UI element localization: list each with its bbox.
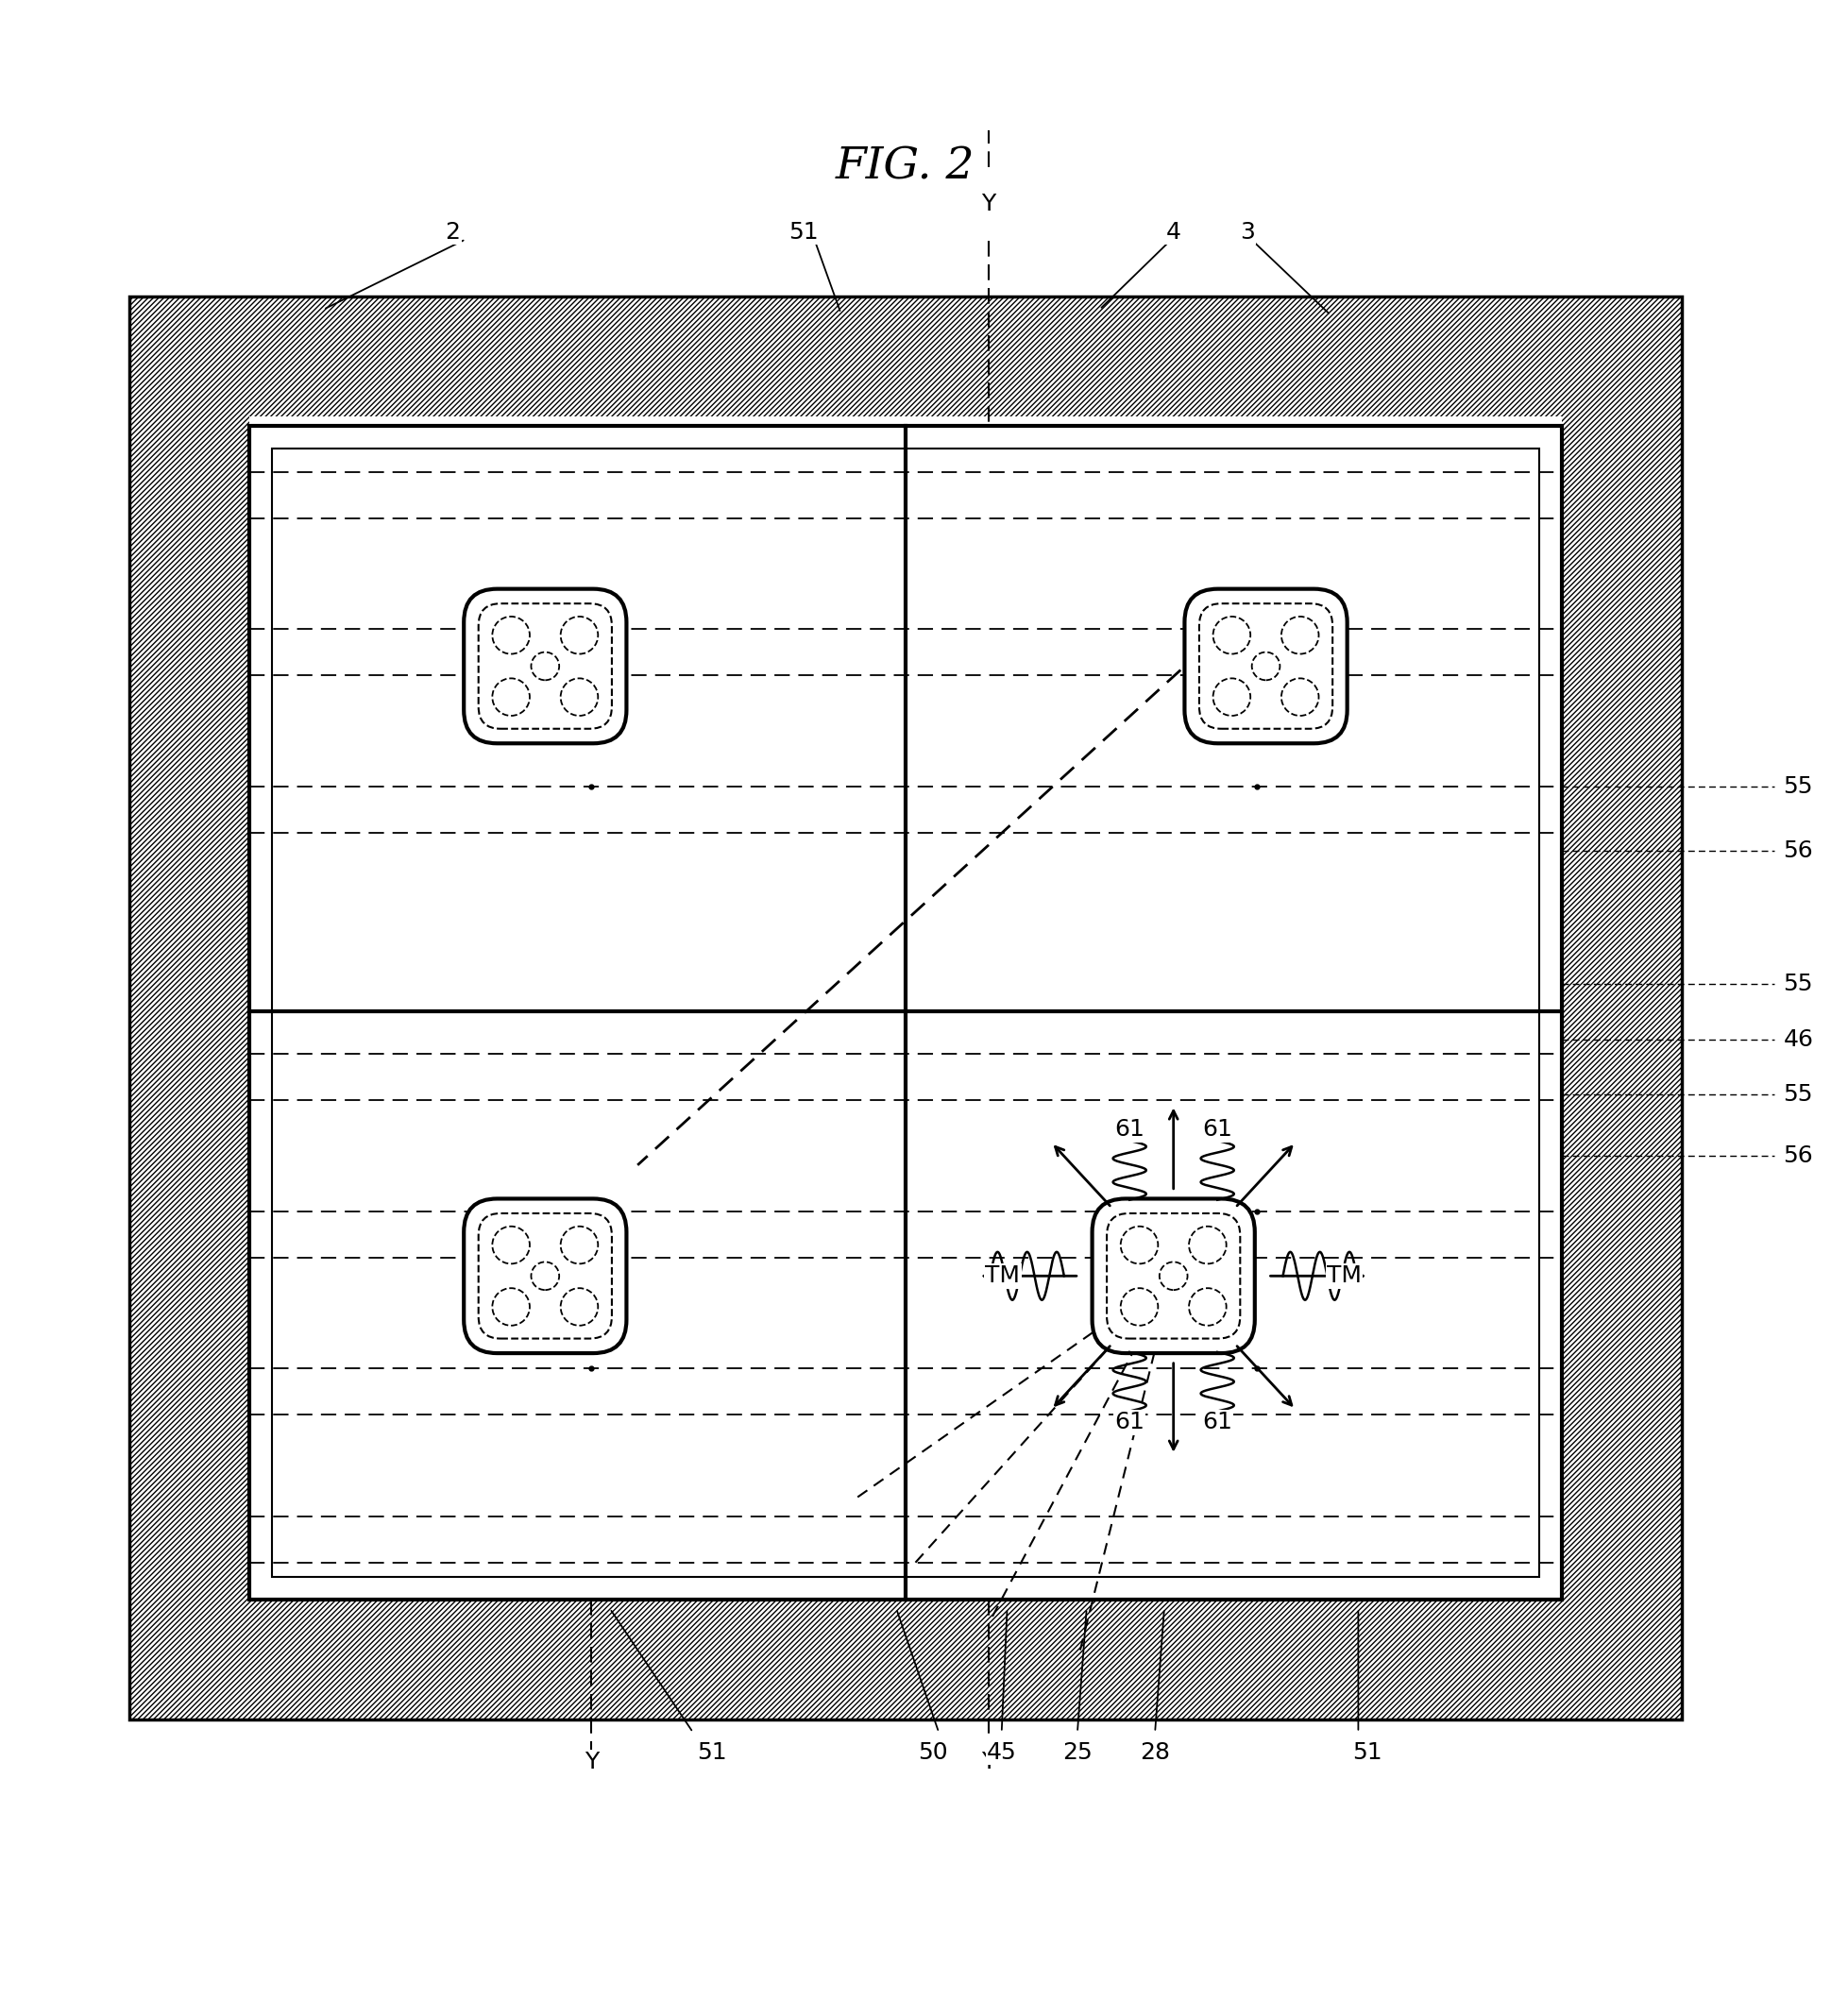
Text: Y: Y xyxy=(981,194,996,216)
Text: 3: 3 xyxy=(1240,220,1255,244)
Bar xyxy=(249,417,1562,1599)
Text: 51: 51 xyxy=(697,1742,726,1764)
Text: 61: 61 xyxy=(1114,1119,1144,1141)
Text: 46: 46 xyxy=(1783,1028,1813,1050)
FancyBboxPatch shape xyxy=(1092,1200,1255,1353)
Text: 56: 56 xyxy=(1783,839,1813,863)
Text: 55: 55 xyxy=(1783,972,1813,996)
FancyBboxPatch shape xyxy=(464,1200,626,1353)
Text: 55: 55 xyxy=(1783,774,1813,798)
Text: 61: 61 xyxy=(1203,1119,1233,1141)
Text: 51: 51 xyxy=(1353,1742,1382,1764)
Text: 28: 28 xyxy=(1140,1742,1170,1764)
Text: TM: TM xyxy=(985,1264,1020,1288)
FancyBboxPatch shape xyxy=(464,589,626,744)
Text: 4: 4 xyxy=(1166,220,1181,244)
Bar xyxy=(129,296,1682,1720)
Text: Y: Y xyxy=(584,1750,599,1774)
Text: 56: 56 xyxy=(1783,1145,1813,1167)
Bar xyxy=(272,448,1539,1577)
Text: 50: 50 xyxy=(918,1742,948,1764)
Text: 55: 55 xyxy=(1783,1083,1813,1107)
Text: FIG. 2: FIG. 2 xyxy=(835,145,976,190)
Text: 45: 45 xyxy=(987,1742,1016,1764)
Text: 61: 61 xyxy=(1203,1411,1233,1433)
Text: 51: 51 xyxy=(789,220,819,244)
Text: TM: TM xyxy=(1327,1264,1362,1288)
Text: 61: 61 xyxy=(1114,1411,1144,1433)
Text: Y: Y xyxy=(981,1750,996,1774)
FancyBboxPatch shape xyxy=(1185,589,1347,744)
Bar xyxy=(249,425,1562,1599)
Text: 25: 25 xyxy=(1063,1742,1092,1764)
Text: 2: 2 xyxy=(445,220,460,244)
